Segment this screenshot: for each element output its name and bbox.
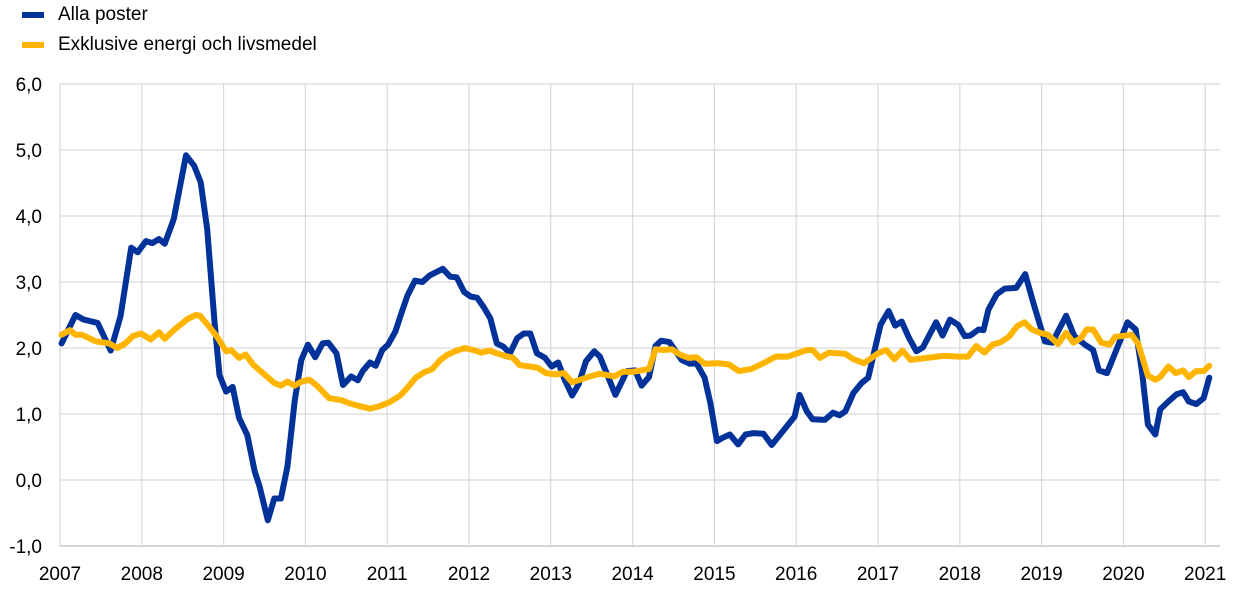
y-tick-label: 5,0 xyxy=(16,141,42,162)
y-tick-label: 2,0 xyxy=(16,339,42,360)
series-line-exklusive-energi-och-livsmedel xyxy=(58,312,1213,412)
x-tick-label: 2018 xyxy=(939,564,981,585)
x-tick-label: 2020 xyxy=(1102,564,1144,585)
y-tick-label: 4,0 xyxy=(16,207,42,228)
x-tick-label: 2013 xyxy=(530,564,572,585)
x-tick-label: 2009 xyxy=(202,564,244,585)
legend-swatch-alla-poster xyxy=(22,12,44,18)
y-tick-label: 3,0 xyxy=(16,273,42,294)
legend-label: Alla poster xyxy=(58,4,148,25)
y-tick-label: 0,0 xyxy=(16,471,42,492)
x-tick-label: 2011 xyxy=(367,564,408,585)
y-tick-label: 1,0 xyxy=(16,405,42,426)
series-line-alla-poster xyxy=(58,152,1213,524)
x-tick-label: 2019 xyxy=(1020,564,1062,585)
y-tick-label: -1,0 xyxy=(9,537,42,558)
x-tick-label: 2016 xyxy=(775,564,817,585)
legend-item-exklusive: Exklusive energi och livsmedel xyxy=(22,30,317,60)
x-tick-label: 2014 xyxy=(611,564,654,585)
legend-swatch-exklusive xyxy=(22,42,44,48)
x-tick-label: 2021 xyxy=(1184,564,1226,585)
x-tick-label: 2008 xyxy=(121,564,163,585)
legend: Alla poster Exklusive energi och livsmed… xyxy=(22,0,317,60)
x-tick-label: 2010 xyxy=(284,564,326,585)
legend-item-alla-poster: Alla poster xyxy=(22,0,317,30)
legend-label: Exklusive energi och livsmedel xyxy=(58,34,317,55)
x-tick-label: 2012 xyxy=(448,564,490,585)
x-tick-label: 2017 xyxy=(857,564,899,585)
x-tick-label: 2015 xyxy=(693,564,735,585)
x-tick-label: 2007 xyxy=(39,564,81,585)
y-tick-label: 6,0 xyxy=(16,75,42,96)
